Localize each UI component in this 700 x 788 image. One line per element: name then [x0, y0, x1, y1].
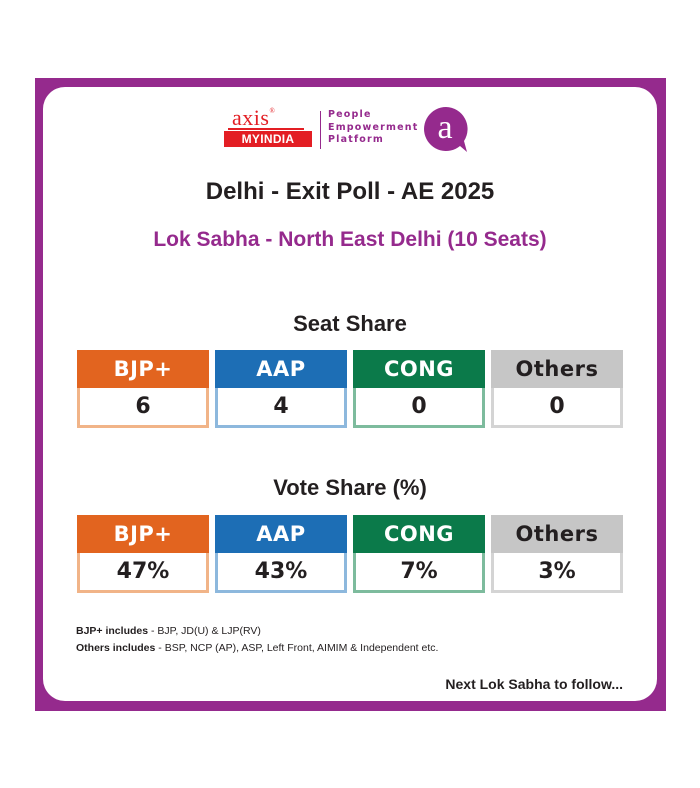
party-label: AAP — [215, 515, 347, 553]
party-label: CONG — [353, 350, 485, 388]
page-title: Delhi - Exit Poll - AE 2025 — [205, 178, 495, 205]
note-label: BJP+ includes — [76, 625, 149, 637]
axis-underline — [228, 128, 304, 130]
axis-wordmark: axis® — [232, 105, 275, 131]
badge-letter: a — [437, 109, 452, 146]
note-text: - BSP, NCP (AP), ASP, Left Front, AIMIM … — [155, 642, 439, 654]
seat-share-aap: AAP 4 — [215, 350, 347, 431]
axis-my-india-logo: axis® MYINDIA People Empowerment Platfor… — [222, 105, 482, 155]
party-label: BJP+ — [77, 515, 209, 553]
seat-share-others: Others 0 — [491, 350, 623, 431]
a-speech-bubble-icon: a — [424, 107, 468, 152]
note-text: - BJP, JD(U) & LJP(RV) — [148, 625, 261, 637]
vote-share-bjp: BJP+ 47% — [77, 515, 209, 596]
vote-share-title: Vote Share (%) — [273, 475, 427, 500]
party-value: 6 — [77, 388, 209, 428]
myindia-india: INDIA — [260, 132, 295, 146]
party-value: 47% — [77, 553, 209, 593]
party-label: CONG — [353, 515, 485, 553]
party-value: 43% — [215, 553, 347, 593]
party-value: 3% — [491, 553, 623, 593]
party-value: 7% — [353, 553, 485, 593]
vote-share-others: Others 3% — [491, 515, 623, 596]
vote-share-row: BJP+ 47% AAP 43% CONG 7% Others 3% — [77, 515, 624, 596]
seat-share-bjp: BJP+ 6 — [77, 350, 209, 431]
tagline: People Empowerment Platform — [328, 109, 418, 147]
bjp-includes-note: BJP+ includes - BJP, JD(U) & LJP(RV) — [76, 623, 438, 640]
party-label: AAP — [215, 350, 347, 388]
seat-share-title: Seat Share — [293, 311, 407, 336]
registered-mark: ® — [269, 106, 276, 115]
vote-share-cong: CONG 7% — [353, 515, 485, 596]
party-label: Others — [491, 515, 623, 553]
seat-share-cong: CONG 0 — [353, 350, 485, 431]
party-value: 0 — [491, 388, 623, 428]
tagline-line-3: Platform — [328, 134, 385, 145]
footnotes: BJP+ includes - BJP, JD(U) & LJP(RV) Oth… — [76, 623, 438, 657]
logo-divider — [320, 111, 321, 149]
follow-note: Next Lok Sabha to follow... — [445, 676, 623, 692]
axis-text: axis — [232, 105, 270, 130]
vote-share-aap: AAP 43% — [215, 515, 347, 596]
tagline-line-1: People — [328, 109, 372, 120]
party-value: 0 — [353, 388, 485, 428]
myindia-box: MYINDIA — [224, 131, 312, 147]
party-value: 4 — [215, 388, 347, 428]
party-label: Others — [491, 350, 623, 388]
others-includes-note: Others includes - BSP, NCP (AP), ASP, Le… — [76, 640, 438, 657]
note-label: Others includes — [76, 642, 156, 654]
tagline-line-2: Empowerment — [328, 121, 419, 133]
page-subtitle: Lok Sabha - North East Delhi (10 Seats) — [153, 228, 547, 251]
myindia-my: MY — [241, 132, 261, 146]
seat-share-row: BJP+ 6 AAP 4 CONG 0 Others 0 — [77, 350, 624, 431]
party-label: BJP+ — [77, 350, 209, 388]
